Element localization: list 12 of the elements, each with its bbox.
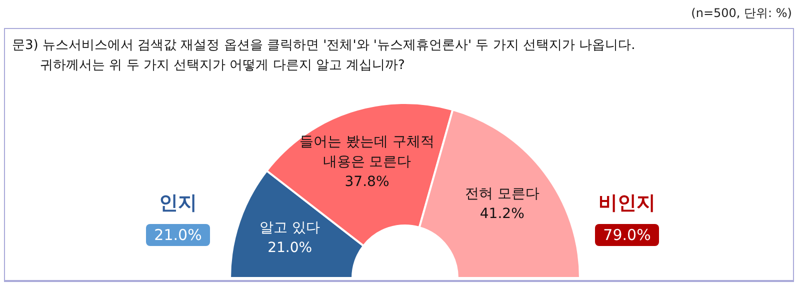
text: 79.0%	[595, 224, 659, 246]
text: (n=500, 단위: %)	[691, 5, 792, 22]
data-label: 41.2%	[480, 206, 524, 222]
slice-label: 알고 있다	[260, 220, 320, 236]
text: 인지	[158, 191, 198, 216]
data-label: 21.0%	[268, 240, 312, 256]
data-label: 37.8%	[344, 174, 390, 190]
slice-label: 전혀 모른다	[464, 186, 540, 202]
slice-label: 들어는 봤는데 구체적 내용은 모른다	[300, 134, 434, 170]
text: 21.0%	[146, 224, 210, 246]
chart-title: 문3) 뉴스서비스에서 검색값 재설정 옵션을 클릭하면 '전체'와 '뉴스제휴언론사' 두 가지 선택지가 나옵니다. 귀하께서는 위 두 가지 선택지가 어떻게 다른지 알고 계십니까?	[12, 37, 636, 75]
text: 비인지	[598, 191, 656, 216]
